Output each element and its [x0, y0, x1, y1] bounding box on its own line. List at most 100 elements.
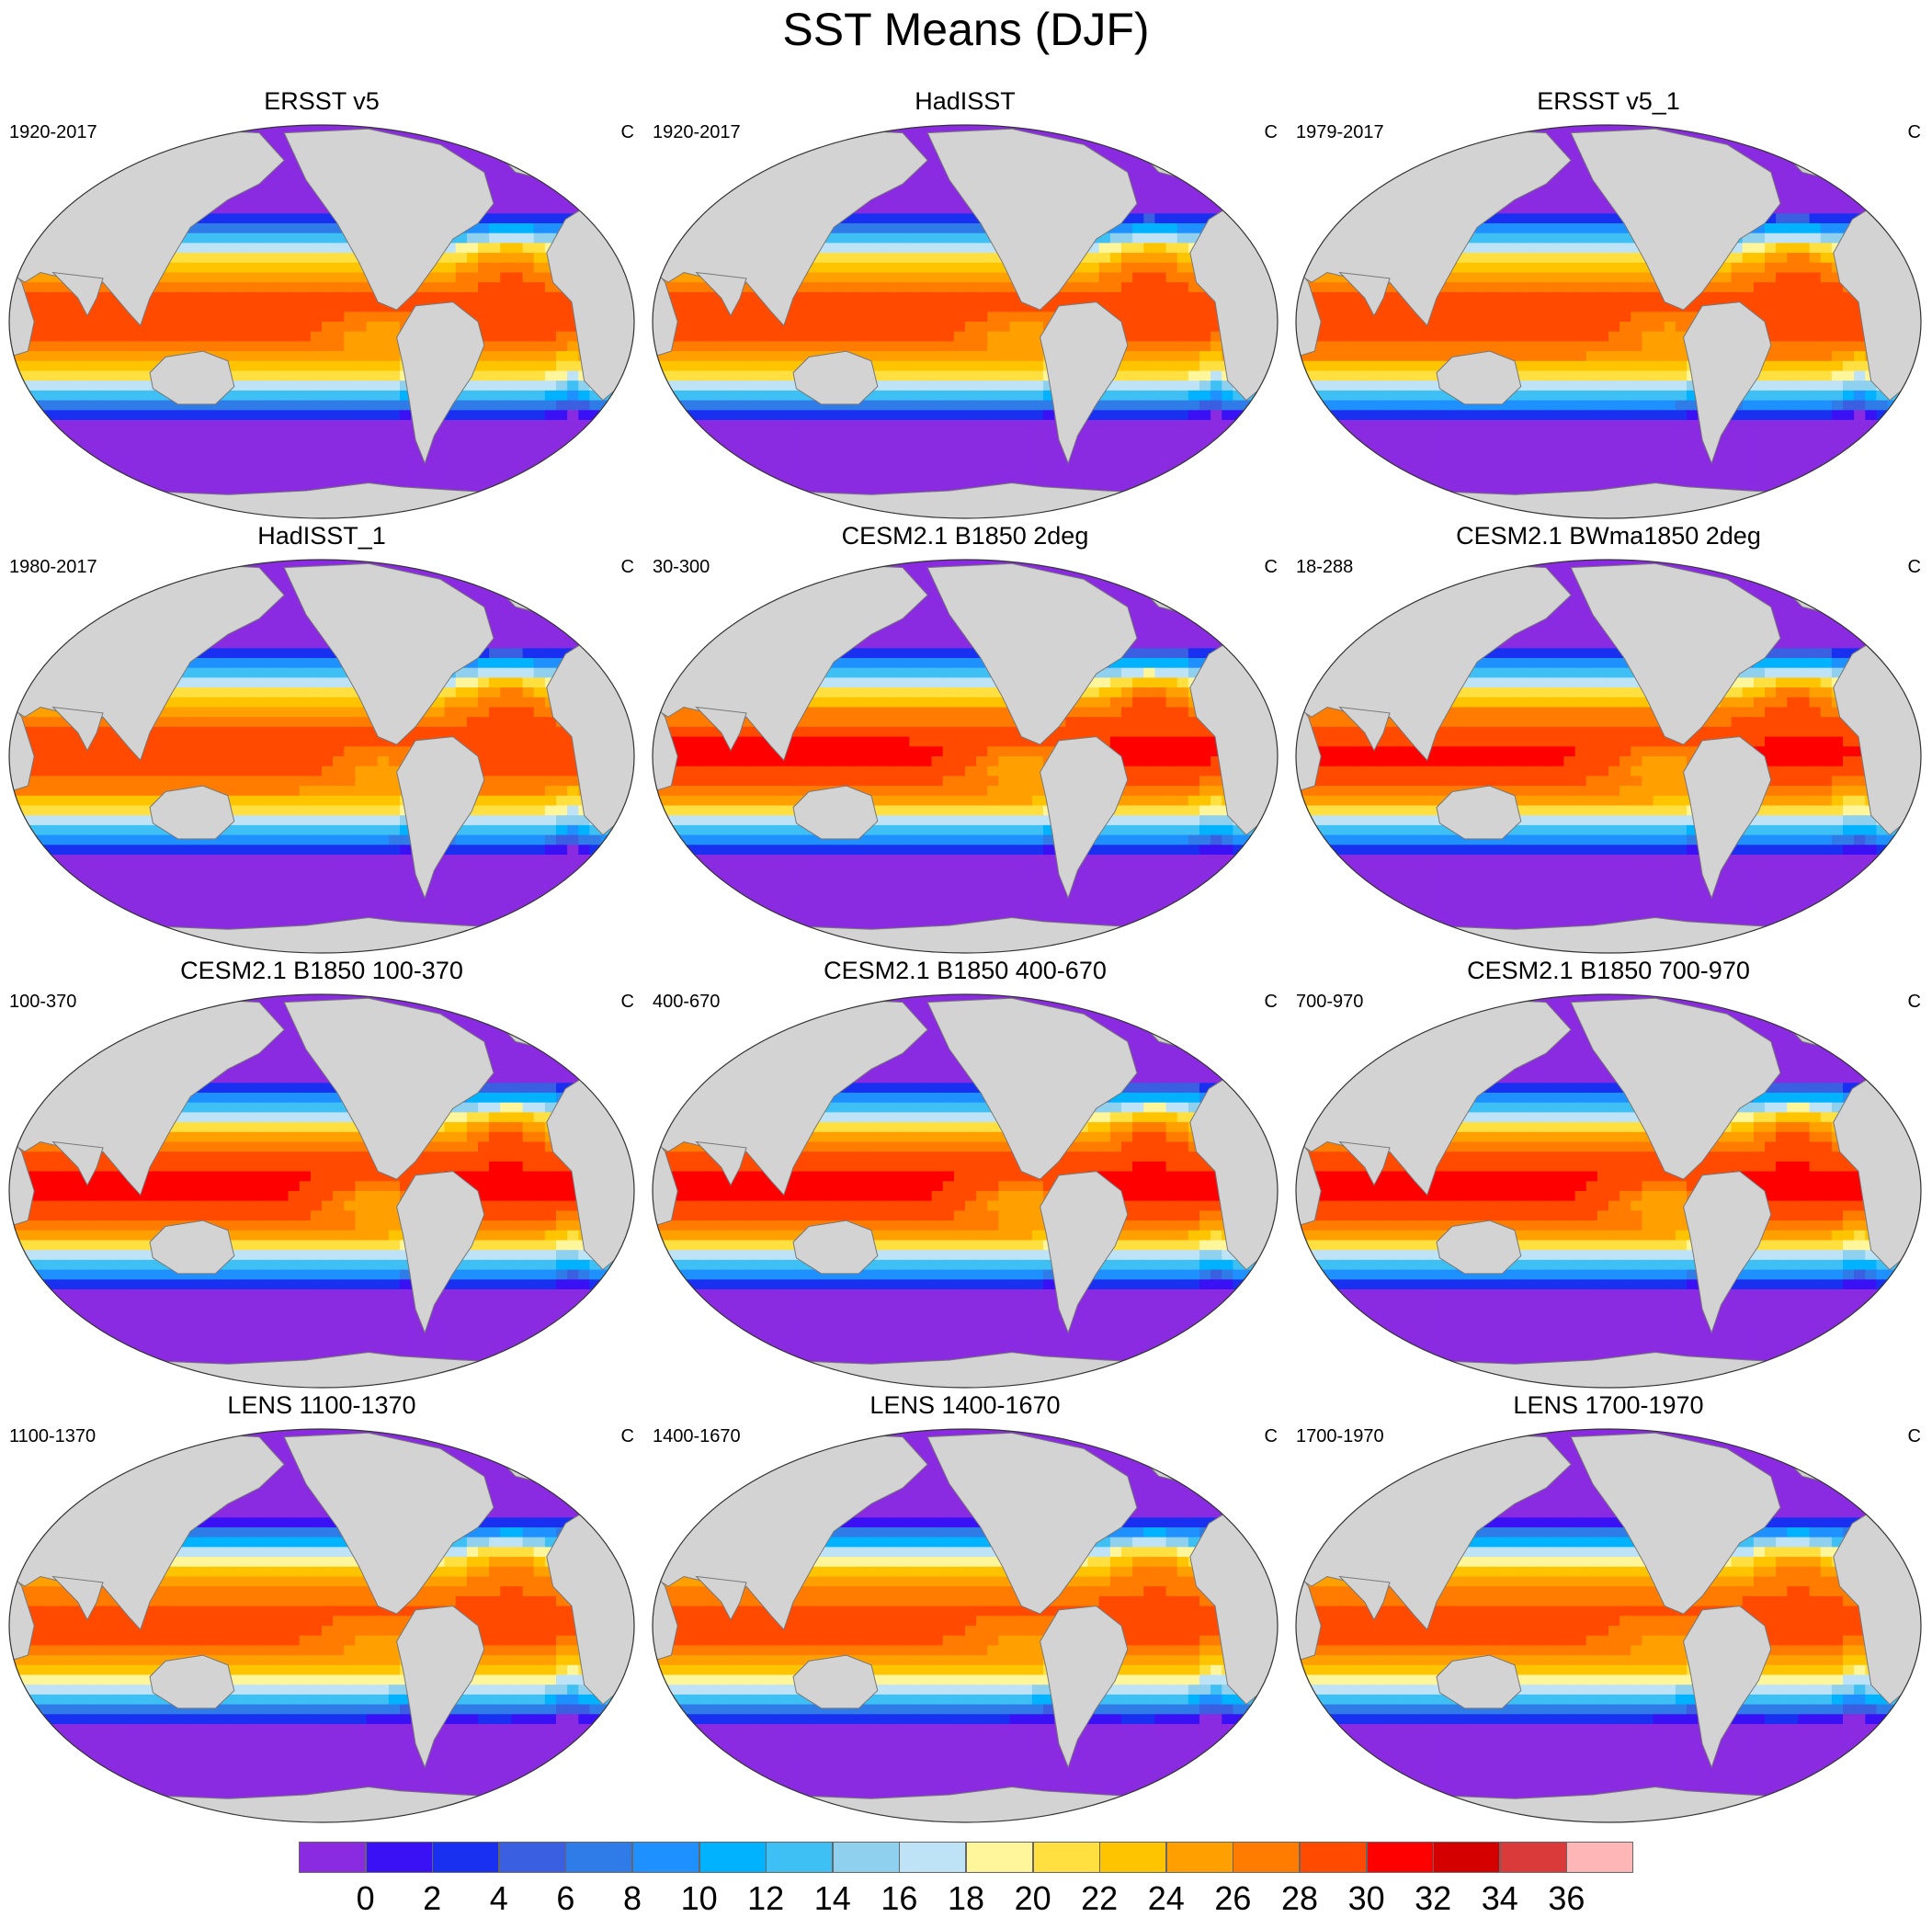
- sst-cell: [9, 508, 21, 518]
- sst-cell: [1909, 144, 1921, 155]
- sst-cell: [109, 331, 121, 342]
- sst-cell: [244, 223, 256, 234]
- sst-cell: [809, 272, 821, 283]
- sst-cell: [1020, 459, 1033, 471]
- sst-cell: [653, 125, 665, 136]
- sst-cell: [987, 282, 999, 293]
- sst-cell: [522, 429, 535, 440]
- sst-cell: [1210, 479, 1222, 490]
- sst-cell: [987, 400, 999, 411]
- sst-cell: [953, 479, 966, 490]
- sst-cell: [1165, 291, 1178, 303]
- sst-cell: [742, 498, 754, 509]
- sst-cell: [764, 420, 777, 431]
- sst-cell: [1132, 174, 1144, 185]
- sst-field: [653, 125, 1278, 518]
- sst-cell: [898, 301, 910, 312]
- sst-cell: [976, 429, 988, 440]
- sst-cell: [1865, 184, 1877, 195]
- sst-cell: [953, 449, 966, 460]
- sst-cell: [1418, 144, 1431, 155]
- sst-cell: [920, 282, 933, 293]
- sst-cell: [98, 449, 110, 460]
- sst-cell: [842, 410, 855, 421]
- sst-cell: [221, 420, 233, 431]
- sst-cell: [444, 420, 457, 431]
- sst-cell: [153, 351, 166, 362]
- sst-cell: [188, 459, 199, 471]
- sst-cell: [288, 301, 301, 312]
- sst-cell: [478, 459, 490, 471]
- sst-cell: [1266, 134, 1278, 145]
- sst-cell: [322, 301, 334, 312]
- sst-cell: [98, 488, 110, 500]
- sst-cell: [299, 439, 312, 450]
- sst-cell: [1176, 370, 1189, 381]
- sst-cell: [1199, 125, 1211, 136]
- sst-cell: [277, 420, 290, 431]
- sst-cell: [176, 341, 188, 352]
- sst-cell: [1552, 184, 1564, 195]
- sst-cell: [131, 125, 144, 136]
- sst-cell: [797, 469, 810, 480]
- sst-cell: [1143, 429, 1155, 440]
- sst-cell: [511, 360, 524, 372]
- sst-cell: [87, 154, 99, 165]
- sst-cell: [1909, 134, 1921, 145]
- sst-cell: [433, 429, 446, 440]
- sst-cell: [1121, 380, 1133, 391]
- sst-cell: [400, 420, 412, 431]
- sst-cell: [64, 360, 77, 372]
- sst-cell: [1255, 439, 1267, 450]
- sst-cell: [708, 469, 721, 480]
- sst-cell: [965, 253, 977, 264]
- sst-cell: [511, 272, 524, 283]
- sst-cell: [786, 508, 799, 518]
- sst-cell: [611, 420, 624, 431]
- sst-cell: [622, 370, 634, 381]
- sst-cell: [232, 390, 244, 402]
- sst-cell: [1165, 312, 1178, 323]
- sst-cell: [511, 449, 524, 460]
- sst-cell: [853, 429, 866, 440]
- sst-cell: [786, 360, 799, 372]
- sst-cell: [1020, 449, 1033, 460]
- sst-cell: [589, 479, 602, 490]
- sst-cell: [786, 420, 799, 431]
- sst-cell: [210, 291, 222, 303]
- sst-cell: [942, 174, 955, 185]
- sst-cell: [64, 380, 77, 391]
- sst-cell: [998, 351, 1011, 362]
- sst-cell: [176, 312, 188, 323]
- sst-cell: [976, 449, 988, 460]
- sst-cell: [764, 134, 777, 145]
- sst-cell: [1340, 125, 1353, 136]
- sst-cell: [1407, 134, 1420, 145]
- sst-cell: [600, 144, 613, 155]
- sst-map: [652, 124, 1279, 519]
- sst-cell: [266, 272, 278, 283]
- sst-cell: [1031, 449, 1044, 460]
- sst-cell: [653, 370, 665, 381]
- sst-cell: [20, 125, 32, 136]
- sst-cell: [953, 331, 966, 342]
- sst-cell: [1329, 144, 1342, 155]
- sst-cell: [53, 498, 66, 509]
- sst-cell: [1585, 184, 1598, 195]
- sst-cell: [887, 420, 899, 431]
- sst-cell: [1574, 125, 1587, 136]
- sst-cell: [9, 410, 21, 421]
- sst-cell: [165, 331, 177, 342]
- sst-cell: [1266, 125, 1278, 136]
- sst-cell: [255, 291, 267, 303]
- sst-cell: [731, 459, 743, 471]
- sst-cell: [388, 370, 401, 381]
- sst-cell: [1165, 213, 1178, 224]
- sst-cell: [842, 125, 855, 136]
- sst-cell: [75, 469, 88, 480]
- sst-cell: [299, 322, 312, 333]
- sst-cell: [1233, 203, 1245, 214]
- sst-cell: [120, 479, 133, 490]
- sst-cell: [664, 213, 676, 224]
- sst-cell: [1307, 144, 1319, 155]
